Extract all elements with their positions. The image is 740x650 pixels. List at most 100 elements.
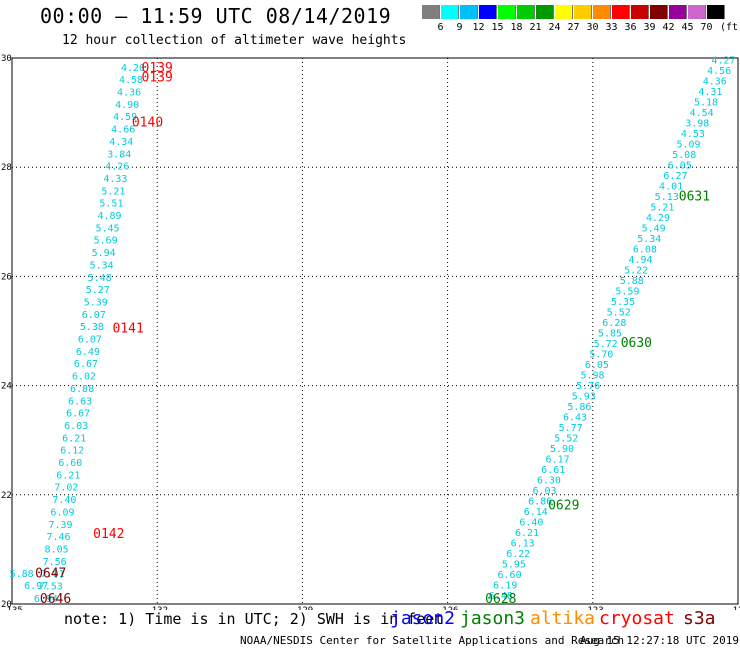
wave-height-point: 6.03: [532, 486, 556, 497]
wave-height-point: 6.49: [76, 347, 100, 358]
legend-swatch: [707, 5, 725, 19]
wave-height-point: 5.98: [580, 370, 604, 381]
x-tick-label: -135: [1, 606, 23, 610]
wave-height-point: 6.14: [524, 507, 548, 518]
wave-height-point: 5.93: [572, 391, 596, 402]
wave-height-point: 5.69: [94, 236, 118, 247]
wave-height-point: 5.52: [607, 308, 631, 319]
wave-height-point: 4.54: [690, 108, 714, 119]
wave-height-point: 5.88: [10, 569, 34, 580]
wave-height-point: 6.30: [537, 475, 561, 486]
legend-swatch: [441, 5, 459, 19]
legend-swatch: [536, 5, 554, 19]
wave-height-point: 6.67: [66, 409, 90, 420]
wave-height-point: 6.12: [60, 446, 84, 457]
wave-height-point: 6.43: [563, 412, 587, 423]
wave-height-point: 5.27: [86, 285, 110, 296]
wave-height-point: 6.60: [58, 458, 82, 469]
wave-height-plot: -135 -132 -129 -126 -123 -120 20 22 24 26 28 30 4.2…: [1, 54, 740, 610]
pass-time-label: 0140: [132, 115, 163, 130]
legend-unit: (ft): [720, 22, 740, 33]
wave-height-point: 4.58: [119, 75, 143, 86]
legend-swatch: [460, 5, 478, 19]
wave-height-point: 5.39: [84, 297, 108, 308]
wave-height-point: 5.59: [615, 287, 639, 298]
axes: -135 -132 -129 -126 -123 -120 20 22 24 26 28 30: [1, 54, 740, 610]
legend-label: 45: [681, 22, 694, 33]
wave-height-point: 6.97: [24, 581, 48, 592]
wave-height-point: 5.94: [92, 248, 116, 259]
wave-height-point: 5.21: [650, 203, 674, 214]
wave-height-point: 5.77: [559, 423, 583, 434]
pass-time-label: 0631: [679, 190, 710, 205]
wave-height-point: 7.56: [43, 557, 67, 568]
legend-label: 9: [456, 22, 463, 33]
wave-height-point: 7.01: [41, 569, 65, 580]
sat-s3a: s3a: [683, 608, 716, 629]
wave-height-point: 4.01: [659, 182, 683, 193]
legend-swatch: [593, 5, 611, 19]
wave-height-point: 7.39: [48, 520, 72, 531]
legend-label: 15: [491, 22, 504, 33]
x-tick-label: -132: [146, 606, 168, 610]
wave-height-point: 5.86: [567, 402, 591, 413]
wave-height-point: 6.08: [633, 245, 657, 256]
wave-height-point: 6.05: [585, 360, 609, 371]
legend-label: 30: [586, 22, 599, 33]
wave-height-point: 5.45: [95, 223, 119, 234]
wave-height-point: 6.19: [493, 580, 517, 591]
chart-title: 00:00 – 11:59 UTC 08/14/2019: [40, 4, 392, 28]
wave-height-point: 4.36: [703, 77, 727, 88]
wave-height-point: 4.53: [681, 129, 705, 140]
wave-height-point: 7.53: [39, 582, 63, 593]
wave-height-point: 4.56: [707, 66, 731, 77]
y-tick-label: 28: [1, 163, 12, 173]
wave-height-point: 6.13: [511, 538, 535, 549]
y-tick-label: 24: [1, 382, 12, 392]
wave-height-point: 4.66: [111, 125, 135, 136]
pass-time-label: 0142: [93, 527, 124, 542]
wave-height-point: 3.98: [685, 119, 709, 130]
legend-label: 42: [662, 22, 675, 33]
wave-height-point: 6.88: [70, 384, 94, 395]
legend-swatch: [650, 5, 668, 19]
wave-height-point: 5.13: [655, 192, 679, 203]
wave-height-point: 6.05: [668, 161, 692, 172]
wave-height-point: 6.02: [72, 372, 96, 383]
data-points: 4.204.584.364.904.594.664.343.844.264.33…: [10, 56, 736, 605]
wave-height-point: 4.90: [115, 100, 139, 111]
wave-height-point: 4.36: [117, 88, 141, 99]
sat-jason2: jason2: [390, 608, 456, 629]
wave-height-point: 5.49: [642, 224, 666, 235]
y-tick-label: 20: [1, 600, 12, 610]
wave-height-point: 6.27: [663, 171, 687, 182]
pass-time-label: 0629: [548, 499, 579, 514]
x-tick-label: -123: [582, 606, 604, 610]
legend-swatch: [669, 5, 687, 19]
wave-height-point: 4.20: [121, 63, 145, 74]
wave-height-point: 7.40: [52, 495, 76, 506]
legend-label: 36: [624, 22, 637, 33]
wave-height-point: 6.21: [56, 470, 80, 481]
wave-height-point: 5.34: [90, 260, 114, 271]
wave-height-point: 6.03: [64, 421, 88, 432]
wave-height-point: 6.21: [515, 528, 539, 539]
y-tick-label: 30: [1, 54, 12, 64]
wave-height-point: 6.17: [546, 454, 570, 465]
sat-altika: altika: [530, 608, 596, 629]
wave-height-point: 4.94: [628, 255, 652, 266]
legend-swatch: [574, 5, 592, 19]
wave-height-point: 6.63: [68, 396, 92, 407]
pass-time-label: 0646: [40, 592, 71, 607]
wave-height-point: 5.18: [694, 98, 718, 109]
sat-jason3: jason3: [460, 608, 526, 629]
wave-height-point: 4.27: [711, 56, 735, 67]
wave-height-point: 7.46: [47, 532, 71, 543]
wave-height-point: 5.88: [620, 276, 644, 287]
wave-height-point: 5.34: [637, 234, 661, 245]
wave-height-point: 5.08: [672, 150, 696, 161]
legend-label: 24: [548, 22, 561, 33]
wave-height-point: 8.05: [45, 544, 69, 555]
wave-height-point: 4.26: [105, 162, 129, 173]
